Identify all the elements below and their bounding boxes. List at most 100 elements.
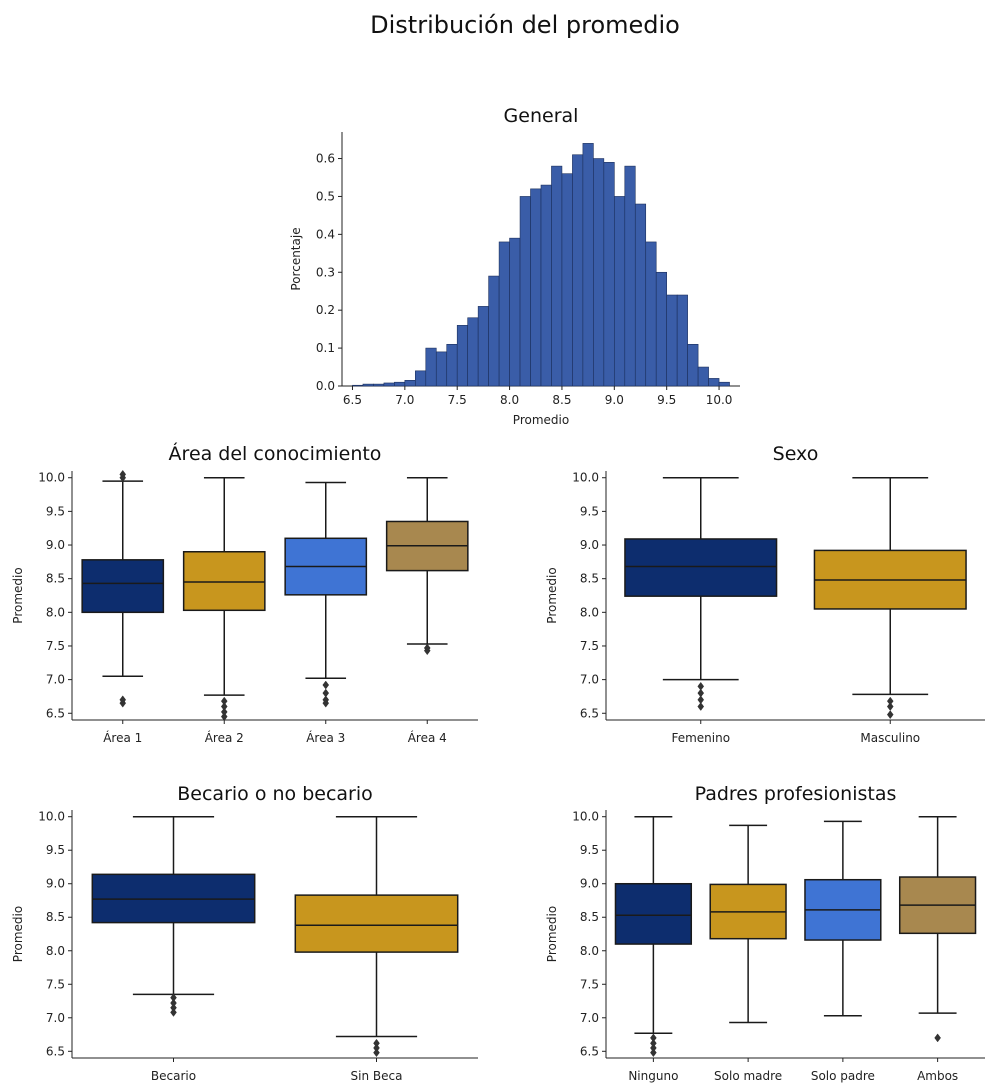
y-tick-label: 8.0 [580, 605, 599, 619]
y-tick-label: 9.0 [580, 877, 599, 891]
y-tick-label: 0.4 [316, 227, 335, 241]
y-tick-label: 7.0 [580, 673, 599, 687]
box-iqr [614, 882, 693, 945]
y-axis-label: Promedio [545, 906, 559, 962]
y-tick-label: 10.0 [38, 810, 65, 824]
x-tick-label: Masculino [860, 731, 920, 745]
y-tick-label: 8.5 [580, 910, 599, 924]
outlier-point [322, 688, 330, 698]
histogram-bar [572, 154, 584, 387]
panel-title: Becario o no becario [177, 783, 373, 805]
x-tick-label: Área 3 [306, 730, 345, 745]
histogram-bar [498, 241, 510, 387]
outlier-point [650, 1033, 657, 1043]
histogram-bar [509, 237, 521, 387]
histogram-bar [394, 381, 406, 387]
y-tick-label: 8.0 [580, 944, 599, 958]
histogram-bar [446, 343, 458, 387]
x-tick-label: Solo padre [811, 1069, 875, 1083]
y-tick-label: 6.5 [46, 706, 65, 720]
outlier-point [934, 1033, 941, 1043]
y-tick-label: 10.0 [572, 810, 599, 824]
histogram-general: General 0.0 0.1 0.2 0.3 0.4 0.5 0.6 Porcentaje 6.… [289, 105, 740, 427]
outlier-point [322, 695, 330, 705]
histogram-bar [530, 188, 542, 387]
outlier-point [170, 998, 177, 1008]
outlier-point [373, 1038, 380, 1048]
histogram-bar [477, 306, 489, 387]
outlier-point [697, 681, 705, 691]
histogram-bar [415, 370, 427, 387]
x-tick-label: 6.5 [343, 393, 362, 407]
boxplot-sexo: Sexo 6.5 7.0 7.5 8.0 8.5 9.0 9.5 10.0 Promedio Fem… [545, 443, 985, 745]
outlier-point [886, 696, 894, 706]
histogram-bar [614, 196, 626, 387]
box-iqr [294, 894, 459, 953]
histogram-bar [404, 380, 416, 387]
box-iqr [182, 551, 266, 612]
y-tick-label: 7.0 [46, 1011, 65, 1025]
x-tick-label: Sin Beca [351, 1069, 403, 1083]
outlier-point [170, 1008, 177, 1017]
histogram-bar [456, 325, 468, 387]
histogram-bar [435, 351, 448, 387]
y-tick-label: 7.5 [580, 977, 599, 991]
y-axis-label: Promedio [545, 567, 559, 623]
x-tick-label: Ninguno [628, 1069, 678, 1083]
histogram-bar [383, 382, 395, 387]
panel-title: Sexo [773, 443, 819, 465]
y-axis-label: Promedio [11, 567, 25, 623]
x-tick-label: Área 1 [103, 730, 142, 745]
boxplot-becario: Becario o no becario 6.5 7.0 7.5 8.0 8.5 9.0 9.… [11, 783, 478, 1083]
y-tick-label: 9.5 [580, 504, 599, 518]
outlier-point [423, 643, 431, 653]
outlier-point [170, 1003, 177, 1013]
y-tick-label: 7.0 [46, 673, 65, 687]
histogram-bar [603, 162, 615, 387]
x-tick-label: 9.0 [605, 393, 624, 407]
y-tick-label: 6.5 [580, 1044, 599, 1058]
y-tick-label: 6.5 [580, 706, 599, 720]
histogram-bar [708, 378, 720, 387]
outlier-point [650, 1038, 657, 1048]
x-tick-label: 10.0 [706, 393, 733, 407]
histogram-bar [373, 383, 385, 387]
histogram-bar [467, 317, 479, 387]
boxplot-area: Área del conocimiento 6.5 7.0 7.5 8.0 8.5 9.0 9… [11, 442, 478, 745]
histogram-bar [687, 343, 699, 387]
y-tick-label: 0.6 [316, 152, 335, 166]
y-tick-label: 9.5 [46, 504, 65, 518]
x-tick-label: Área 2 [205, 730, 244, 745]
boxplot-padres: Padres profesionistas 6.5 7.0 7.5 8.0 8.5 9.0 9… [545, 783, 985, 1083]
y-tick-label: 8.5 [580, 572, 599, 586]
y-tick-label: 7.5 [46, 639, 65, 653]
y-axis-label: Promedio [11, 906, 25, 962]
x-tick-label: 7.5 [448, 393, 467, 407]
x-tick-label: 8.5 [552, 393, 571, 407]
x-axis-label: Promedio [513, 413, 569, 427]
histogram-bar [666, 294, 678, 387]
x-tick-label: Solo madre [714, 1069, 782, 1083]
outlier-point [886, 710, 894, 720]
y-tick-label: 9.5 [46, 843, 65, 857]
histogram-bar [676, 294, 688, 387]
figure-title: Distribución del promedio [370, 11, 680, 39]
histogram-bar [352, 384, 364, 387]
histogram-bar [488, 275, 500, 387]
y-tick-label: 9.0 [46, 877, 65, 891]
histogram-bar [362, 383, 374, 387]
y-tick-label: 8.0 [46, 605, 65, 619]
histogram-bar [624, 165, 636, 387]
y-tick-label: 6.5 [46, 1044, 65, 1058]
x-tick-label: Área 4 [408, 730, 447, 745]
y-tick-label: 8.0 [46, 944, 65, 958]
outlier-point [170, 993, 177, 1003]
outlier-point [697, 702, 705, 711]
y-tick-label: 7.0 [580, 1011, 599, 1025]
y-tick-label: 0.1 [316, 341, 335, 355]
y-tick-label: 9.0 [46, 538, 65, 552]
histogram-bar [582, 143, 594, 387]
histogram-bar [634, 203, 647, 387]
outlier-point [322, 680, 330, 690]
